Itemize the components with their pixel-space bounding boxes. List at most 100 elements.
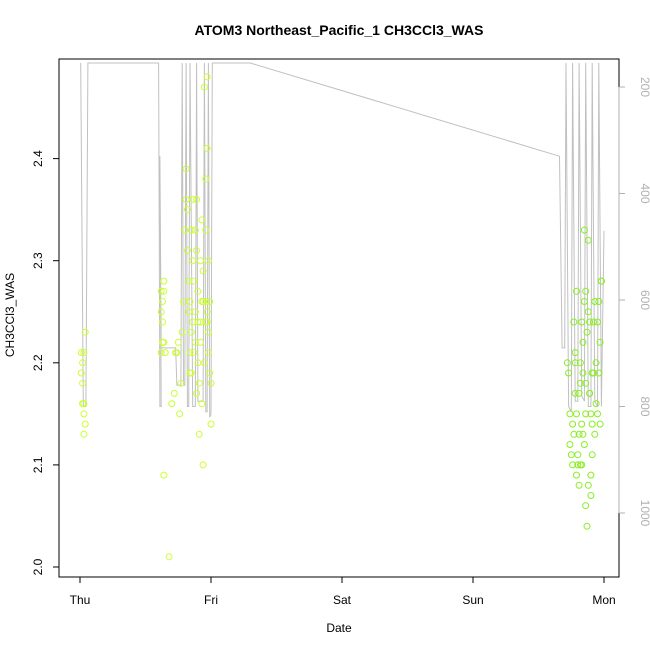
data-point (193, 247, 201, 254)
data-point (185, 277, 193, 285)
data-point (576, 461, 584, 469)
data-point (204, 257, 212, 265)
data-point (587, 410, 595, 418)
data-point (597, 277, 605, 285)
data-point (580, 441, 588, 448)
data-point (160, 287, 168, 295)
data-point (203, 73, 211, 81)
profile-line (80, 62, 605, 418)
data-point (202, 226, 210, 234)
x-tick-label: Mon (592, 593, 615, 607)
y-axis: 2.0 2.1 2.2 2.3 2.4 (31, 150, 60, 575)
y-axis-label: CH3CCl3_WAS (3, 273, 17, 357)
data-point (202, 318, 210, 326)
x-tick-label: Sun (462, 593, 483, 607)
data-point (596, 338, 604, 346)
data-point (79, 379, 87, 387)
y-tick-label: 2.0 (31, 558, 45, 575)
data-point (198, 400, 206, 408)
data-point (77, 369, 85, 377)
data-point (182, 195, 190, 203)
data-point (197, 338, 204, 346)
data-point (566, 441, 574, 448)
data-point (194, 287, 202, 295)
data-point (198, 216, 206, 224)
data-point (183, 206, 191, 214)
data-point (588, 420, 596, 428)
data-point (185, 308, 193, 316)
data-point (574, 461, 582, 469)
data-point (575, 430, 583, 438)
data-point (202, 298, 210, 305)
data-point (193, 389, 201, 397)
data-point (578, 318, 586, 326)
data-point (206, 298, 214, 305)
data-point (199, 267, 207, 275)
data-point (176, 410, 184, 418)
data-point (594, 410, 601, 418)
data-point (197, 318, 204, 326)
x-tick-label: Thu (70, 593, 91, 607)
data-point (582, 410, 590, 418)
data-point (193, 195, 201, 203)
y-tick-label: 2.1 (31, 456, 45, 473)
data-point (200, 359, 208, 367)
right-tick-label: 1000 (638, 500, 650, 527)
profile-lines (80, 62, 605, 418)
data-point (77, 349, 85, 357)
data-point (570, 318, 578, 326)
data-point (187, 328, 195, 336)
data-point (161, 349, 169, 357)
data-point (191, 338, 199, 346)
data-point (571, 359, 579, 367)
x-tick-label: Fri (204, 593, 218, 607)
data-point (576, 359, 584, 367)
data-point (190, 277, 198, 285)
data-point (178, 328, 186, 336)
data-point (563, 359, 571, 367)
data-point (204, 328, 212, 336)
right-tick-label: 200 (638, 77, 650, 97)
right-tick-label: 400 (638, 183, 650, 203)
data-point (573, 287, 580, 295)
y-tick-label: 2.4 (31, 150, 45, 167)
data-point (80, 430, 88, 438)
right-axis: 200 400 600 800 1000 (618, 77, 650, 527)
data-point (197, 257, 204, 265)
data-point (571, 349, 579, 357)
data-point (595, 298, 603, 305)
data-point (575, 389, 583, 397)
data-point (573, 410, 580, 418)
data-point (578, 420, 586, 428)
data-point (186, 349, 194, 357)
data-point (569, 461, 577, 469)
data-point (204, 349, 212, 357)
data-point (189, 318, 197, 326)
data-point (580, 298, 588, 305)
data-point (575, 481, 583, 489)
data-point (591, 298, 599, 305)
data-point (574, 451, 582, 459)
data-point (79, 359, 87, 367)
data-point (191, 308, 199, 316)
data-point (174, 338, 182, 346)
data-point (576, 379, 584, 387)
data-point (582, 502, 590, 510)
x-axis: Thu Fri Sat Sun Mon (70, 576, 616, 607)
data-point (594, 318, 601, 326)
data-point (587, 492, 595, 499)
data-point (182, 165, 190, 173)
data-point (207, 379, 215, 387)
data-point (583, 328, 591, 336)
data-point (584, 308, 592, 316)
data-point (165, 553, 173, 561)
x-axis-label: Date (326, 621, 352, 635)
data-point (79, 400, 87, 408)
data-point (587, 471, 595, 479)
data-point (586, 389, 594, 397)
data-point (194, 318, 202, 326)
data-point (571, 389, 579, 397)
data-point (80, 410, 88, 418)
data-point (80, 349, 88, 357)
